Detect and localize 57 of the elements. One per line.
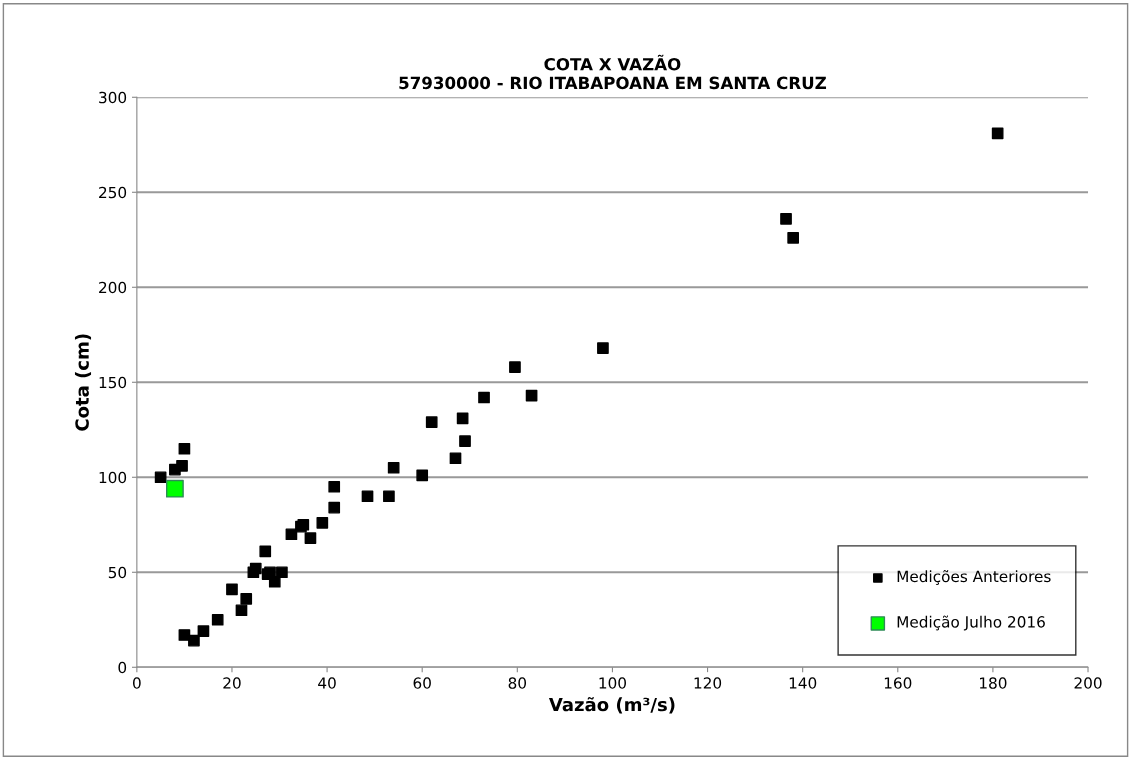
x-tick-label: 20 xyxy=(223,677,241,689)
point xyxy=(259,545,272,558)
y-tick-label: 250 xyxy=(99,186,127,199)
point xyxy=(211,613,224,626)
y-tick-label: 200 xyxy=(99,281,127,294)
y-tick-label: 300 xyxy=(99,91,127,104)
chart-title: COTA X VAZÃO 57930000 - RIO ITABAPOANA EM SANTA CRUZ xyxy=(399,54,827,90)
point xyxy=(449,452,462,465)
legend-label: Medições Anteriores xyxy=(897,570,1051,585)
x-tick-label: 0 xyxy=(133,677,141,689)
point xyxy=(304,532,317,544)
point xyxy=(176,460,188,472)
x-tick-label: 140 xyxy=(789,677,817,689)
x-tick-label: 200 xyxy=(1074,677,1102,689)
point xyxy=(383,490,395,503)
point xyxy=(509,361,521,373)
x-tick-label: 40 xyxy=(318,677,336,689)
point xyxy=(991,127,1004,140)
point xyxy=(165,479,184,498)
point xyxy=(268,575,281,588)
point xyxy=(316,517,329,529)
point xyxy=(361,490,374,503)
y-tick-label: 150 xyxy=(99,376,127,389)
y-axis-title: Cota (cm) xyxy=(74,334,92,431)
point xyxy=(328,501,341,514)
point xyxy=(780,213,792,225)
x-tick-label: 80 xyxy=(508,677,527,689)
point xyxy=(525,389,538,402)
point xyxy=(154,471,167,484)
point xyxy=(328,480,341,493)
x-tick-label: 160 xyxy=(884,677,912,689)
point xyxy=(188,634,200,647)
point xyxy=(178,442,191,455)
x-axis-title: Vazão (m³/s) xyxy=(548,697,675,714)
point xyxy=(235,604,248,617)
point xyxy=(240,593,253,605)
point xyxy=(456,412,469,425)
y-tick-label: 0 xyxy=(118,661,127,674)
legend-label: Medição Julho 2016 xyxy=(897,615,1045,631)
point xyxy=(416,469,429,482)
x-tick-label: 120 xyxy=(694,677,722,689)
point xyxy=(387,461,400,474)
point xyxy=(197,625,210,638)
point xyxy=(787,232,800,244)
y-tick-label: 100 xyxy=(99,471,127,484)
point xyxy=(249,562,262,575)
y-tick-label: 50 xyxy=(108,566,127,579)
x-tick-label: 100 xyxy=(599,677,626,689)
point xyxy=(285,528,298,541)
point xyxy=(459,435,471,448)
x-tick-label: 60 xyxy=(413,677,431,689)
point xyxy=(478,391,490,404)
point xyxy=(597,342,609,354)
point xyxy=(226,583,238,596)
point xyxy=(276,566,288,579)
x-tick-label: 180 xyxy=(980,677,1007,689)
point xyxy=(425,416,438,429)
